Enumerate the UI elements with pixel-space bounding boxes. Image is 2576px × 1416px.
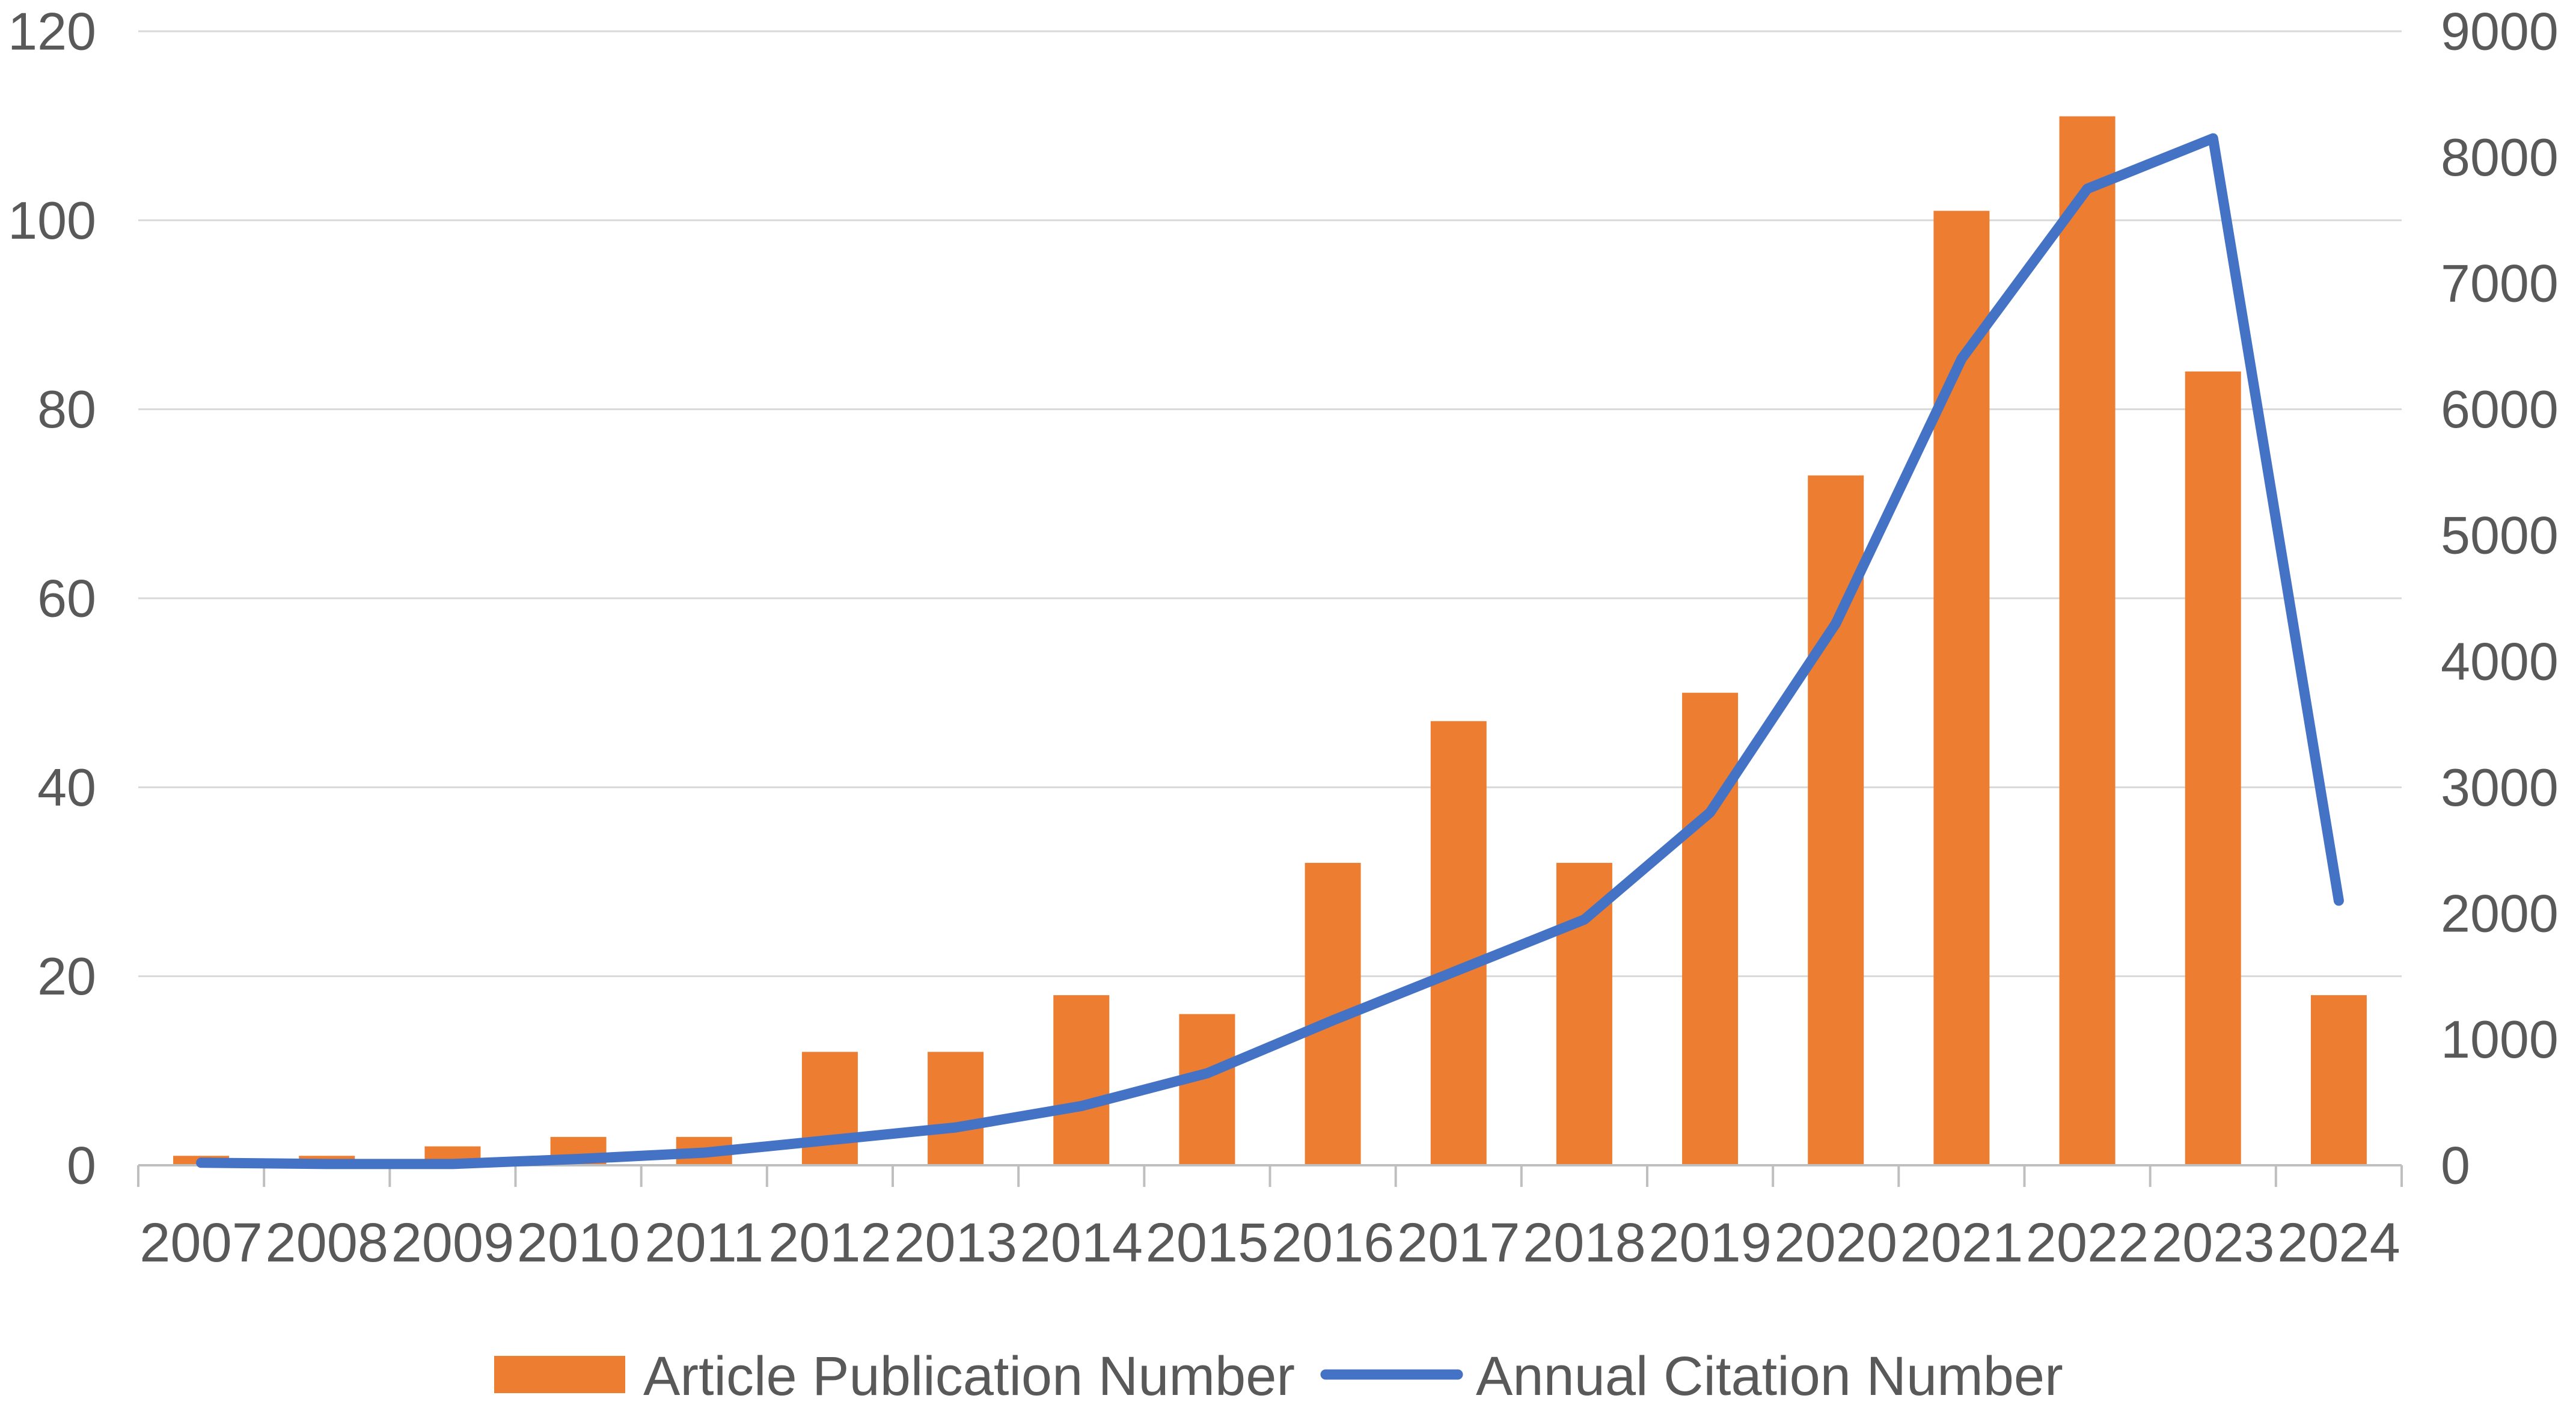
left-tick-label: 100 — [8, 191, 96, 250]
bar-2019 — [1682, 693, 1739, 1165]
left-tick-label: 20 — [37, 946, 96, 1006]
x-axis — [137, 1164, 2403, 1187]
right-tick-label: 5000 — [2441, 506, 2559, 565]
right-tick-label: 4000 — [2441, 631, 2559, 691]
right-tick-label: 2000 — [2441, 883, 2559, 943]
gridlines — [138, 30, 2402, 978]
x-tick-label: 2020 — [1774, 1212, 1897, 1273]
left-tick-label: 120 — [8, 2, 96, 61]
x-tick-label: 2012 — [768, 1212, 892, 1273]
left-tick-label: 60 — [37, 569, 96, 628]
x-tick-label: 2024 — [2277, 1212, 2400, 1273]
right-tick-label: 8000 — [2441, 127, 2559, 187]
x-tick-label: 2021 — [1900, 1212, 2024, 1273]
bar-2022 — [2059, 116, 2116, 1166]
right-tick-label: 6000 — [2441, 379, 2559, 439]
x-tick-label: 2007 — [139, 1212, 263, 1273]
x-tick-label: 2022 — [2026, 1212, 2149, 1273]
x-tick-label: 2015 — [1146, 1212, 1269, 1273]
bar-2017 — [1430, 721, 1487, 1165]
x-tick-label: 2023 — [2152, 1212, 2275, 1273]
x-tick-label: 2009 — [391, 1212, 515, 1273]
right-tick-label: 1000 — [2441, 1010, 2559, 1069]
bar-2012 — [801, 1052, 858, 1165]
right-tick-label: 9000 — [2441, 2, 2559, 61]
citation-line — [196, 133, 2344, 1169]
right-y-axis: 0 1000 2000 3000 4000 5000 6000 7000 8000 9000 — [2441, 2, 2559, 1195]
x-tick-label: 2014 — [1020, 1212, 1143, 1273]
left-tick-label: 40 — [37, 758, 96, 817]
x-tick-label: 2011 — [644, 1212, 763, 1273]
x-axis-tick-labels: 2007 2008 2009 2010 2011 2012 2013 2014 2015 2016… — [139, 1212, 2400, 1273]
x-tick-label: 2008 — [265, 1212, 388, 1273]
x-tick-label: 2018 — [1523, 1212, 1646, 1273]
bar-2013 — [928, 1052, 984, 1165]
right-tick-label: 0 — [2441, 1136, 2470, 1195]
left-tick-label: 0 — [67, 1136, 96, 1195]
legend-label-bar: Article Publication Number — [643, 1346, 1295, 1407]
left-tick-label: 80 — [37, 379, 96, 439]
line-series — [196, 133, 2344, 1169]
right-tick-label: 7000 — [2441, 254, 2559, 313]
left-y-axis: 0 20 40 60 80 100 120 — [8, 2, 96, 1195]
x-tick-label: 2019 — [1648, 1212, 1772, 1273]
bar-2023 — [2185, 371, 2241, 1165]
legend: Article Publication Number Annual Citatio… — [494, 1346, 2063, 1407]
legend-label-line: Annual Citation Number — [1476, 1346, 2063, 1407]
right-tick-label: 3000 — [2441, 758, 2559, 817]
bar-2015 — [1179, 1014, 1235, 1165]
x-tick-label: 2017 — [1397, 1212, 1520, 1273]
bar-2024 — [2310, 995, 2367, 1165]
x-tick-label: 2013 — [894, 1212, 1017, 1273]
bar-series — [173, 116, 2367, 1166]
x-tick-label: 2010 — [517, 1212, 640, 1273]
x-tick-label: 2016 — [1271, 1212, 1395, 1273]
bar-2014 — [1053, 995, 1110, 1165]
legend-swatch-bar — [494, 1356, 625, 1393]
